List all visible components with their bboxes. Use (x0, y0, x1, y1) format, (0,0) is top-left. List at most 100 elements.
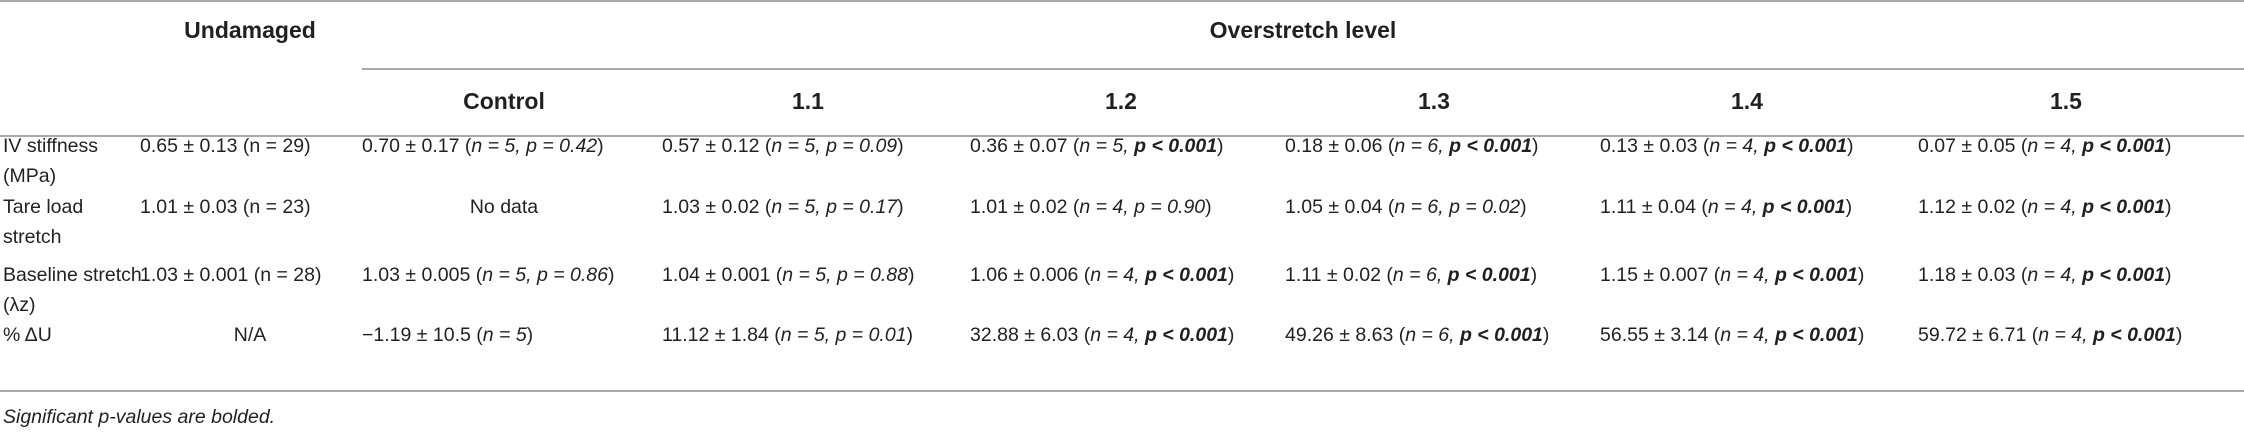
cell-p: p < 0.001 (1762, 196, 1846, 218)
undamaged-value: 0.65 ± 0.13 (n = 29) (140, 135, 311, 157)
cell-n: n = 5, (771, 135, 827, 157)
table-cell: 1.04 ± 0.001 (n = 5, p = 0.88) (662, 260, 914, 290)
cell-tail: ) (2175, 324, 2183, 346)
cell-n: n = 5, (482, 264, 537, 286)
cell-value: 32.88 ± 6.03 ( (970, 324, 1091, 346)
cell-p: p < 0.001 (1144, 264, 1228, 286)
cell-n: n = 5 (482, 324, 527, 346)
cell-p: p < 0.001 (1134, 135, 1218, 157)
cell-n: n = 5, (471, 135, 527, 157)
cell-n: n = 6, (1394, 196, 1450, 218)
header-bottom-rule (0, 135, 2244, 137)
cell-p: p < 0.001 (1764, 135, 1848, 157)
cell-value: 56.55 ± 3.14 ( (1600, 324, 1721, 346)
overstretch-underline (362, 68, 2244, 70)
cell-tail: ) (2165, 264, 2172, 286)
column-header-1-2: 1.2 (1105, 88, 1137, 114)
cell-p: p < 0.001 (2082, 264, 2166, 286)
row-label: Baseline stretch (λz) (3, 264, 142, 316)
cell-n: n = 4, (1707, 196, 1763, 218)
cell-p: p = 0.90 (1134, 196, 1206, 218)
cell-value: 1.11 ± 0.02 ( (1285, 264, 1393, 286)
cell-tail: ) (1542, 324, 1550, 346)
cell-n: n = 4, (1090, 324, 1145, 346)
table-cell: 0.57 ± 0.12 (n = 5, p = 0.09) (662, 131, 904, 161)
cell-p: p < 0.001 (1144, 324, 1228, 346)
cell-value: 1.11 ± 0.04 ( (1600, 196, 1708, 218)
cell-p: p = 0.17 (826, 196, 898, 218)
table-cell: 1.03 ± 0.005 (n = 5, p = 0.86) (362, 260, 614, 290)
cell-tail: ) (1857, 264, 1865, 286)
cell-tail: ) (597, 135, 604, 157)
cell-n: n = 4, (2038, 324, 2093, 346)
cell-n: n = 5, (1079, 135, 1135, 157)
table-cell: −1.19 ± 10.5 (n = 5) (362, 320, 533, 350)
cell-value: 0.07 ± 0.05 ( (1918, 135, 2028, 157)
cell-tail: ) (2165, 135, 2172, 157)
table-cell: 0.18 ± 0.06 (n = 6, p < 0.001) (1285, 131, 1539, 161)
cell-value: −1.19 ± 10.5 ( (362, 324, 483, 346)
undamaged-value: N/A (233, 324, 267, 346)
column-header-control: Control (463, 88, 545, 114)
cell-n: n = 5, (780, 324, 836, 346)
cell-p: p < 0.001 (2082, 196, 2166, 218)
cell-tail: ) (1847, 135, 1854, 157)
table-cell: 1.11 ± 0.04 (n = 4, p < 0.001) (1600, 192, 1852, 222)
cell-n: n = 5, (782, 264, 837, 286)
table-cell: 11.12 ± 1.84 (n = 5, p = 0.01) (662, 320, 913, 350)
table-cell: 1.15 ± 0.007 (n = 4, p < 0.001) (1600, 260, 1864, 290)
row-label: % ΔU (3, 324, 52, 346)
column-header-1-4: 1.4 (1731, 88, 1763, 114)
cell-tail: ) (907, 264, 915, 286)
undamaged-header: Undamaged (184, 17, 316, 43)
table-cell: 1.06 ± 0.006 (n = 4, p < 0.001) (970, 260, 1234, 290)
cell-value: 0.36 ± 0.07 ( (970, 135, 1080, 157)
cell-n: n = 6, (1394, 135, 1450, 157)
cell-n: n = 6, (1392, 264, 1448, 286)
cell-n: n = 4, (1720, 264, 1775, 286)
cell-tail: ) (526, 324, 534, 346)
cell-value: 1.04 ± 0.001 ( (662, 264, 783, 286)
cell-n: n = 4, (2027, 196, 2083, 218)
cell-p: p = 0.88 (836, 264, 908, 286)
cell-value: 1.01 ± 0.02 ( (970, 196, 1080, 218)
cell-value: 0.70 ± 0.17 ( (362, 135, 472, 157)
cell-p: p = 0.02 (1449, 196, 1521, 218)
table-cell: 0.36 ± 0.07 (n = 5, p < 0.001) (970, 131, 1224, 161)
table-cell: 49.26 ± 8.63 (n = 6, p < 0.001) (1285, 320, 1549, 350)
column-header-1-3: 1.3 (1418, 88, 1450, 114)
table-cell: 0.07 ± 0.05 (n = 4, p < 0.001) (1918, 131, 2172, 161)
cell-value: 1.12 ± 0.02 ( (1918, 196, 2028, 218)
table-cell: 59.72 ± 6.71 (n = 4, p < 0.001) (1918, 320, 2182, 350)
cell-p: p < 0.001 (2082, 135, 2166, 157)
cell-value: 0.57 ± 0.12 ( (662, 135, 772, 157)
table-cell: 1.03 ± 0.02 (n = 5, p = 0.17) (662, 192, 904, 222)
cell-p: p = 0.86 (536, 264, 608, 286)
table-cell: 1.01 ± 0.02 (n = 4, p = 0.90) (970, 192, 1212, 222)
cell-n: n = 4, (1079, 196, 1135, 218)
cell-p: p < 0.001 (1447, 264, 1531, 286)
cell-n: n = 4, (1709, 135, 1765, 157)
cell-value: 0.18 ± 0.06 ( (1285, 135, 1395, 157)
row-label: IV stiffness (MPa) (3, 135, 99, 187)
row-label: Tare load stretch (3, 196, 84, 248)
cell-value: 0.13 ± 0.03 ( (1600, 135, 1710, 157)
cell-value: 1.05 ± 0.04 ( (1285, 196, 1395, 218)
table-cell: 1.05 ± 0.04 (n = 6, p = 0.02) (1285, 192, 1527, 222)
cell-p: p = 0.42 (526, 135, 598, 157)
table-cell: 32.88 ± 6.03 (n = 4, p < 0.001) (970, 320, 1234, 350)
cell-value: 1.03 ± 0.02 ( (662, 196, 772, 218)
cell-tail: ) (2165, 196, 2172, 218)
cell-n: n = 4, (1720, 324, 1775, 346)
table-cell: 1.12 ± 0.02 (n = 4, p < 0.001) (1918, 192, 2172, 222)
table-cell: 0.70 ± 0.17 (n = 5, p = 0.42) (362, 131, 604, 161)
cell-n: n = 4, (1090, 264, 1145, 286)
cell-tail: ) (1227, 264, 1235, 286)
cell-p: p = 0.01 (835, 324, 907, 346)
cell-tail: ) (897, 196, 904, 218)
cell-tail: ) (1205, 196, 1212, 218)
cell-tail: ) (1857, 324, 1865, 346)
footnote: Significant p-values are bolded. (3, 406, 276, 428)
column-header-1-5: 1.5 (2050, 88, 2082, 114)
table-cell: 1.18 ± 0.03 (n = 4, p < 0.001) (1918, 260, 2172, 290)
